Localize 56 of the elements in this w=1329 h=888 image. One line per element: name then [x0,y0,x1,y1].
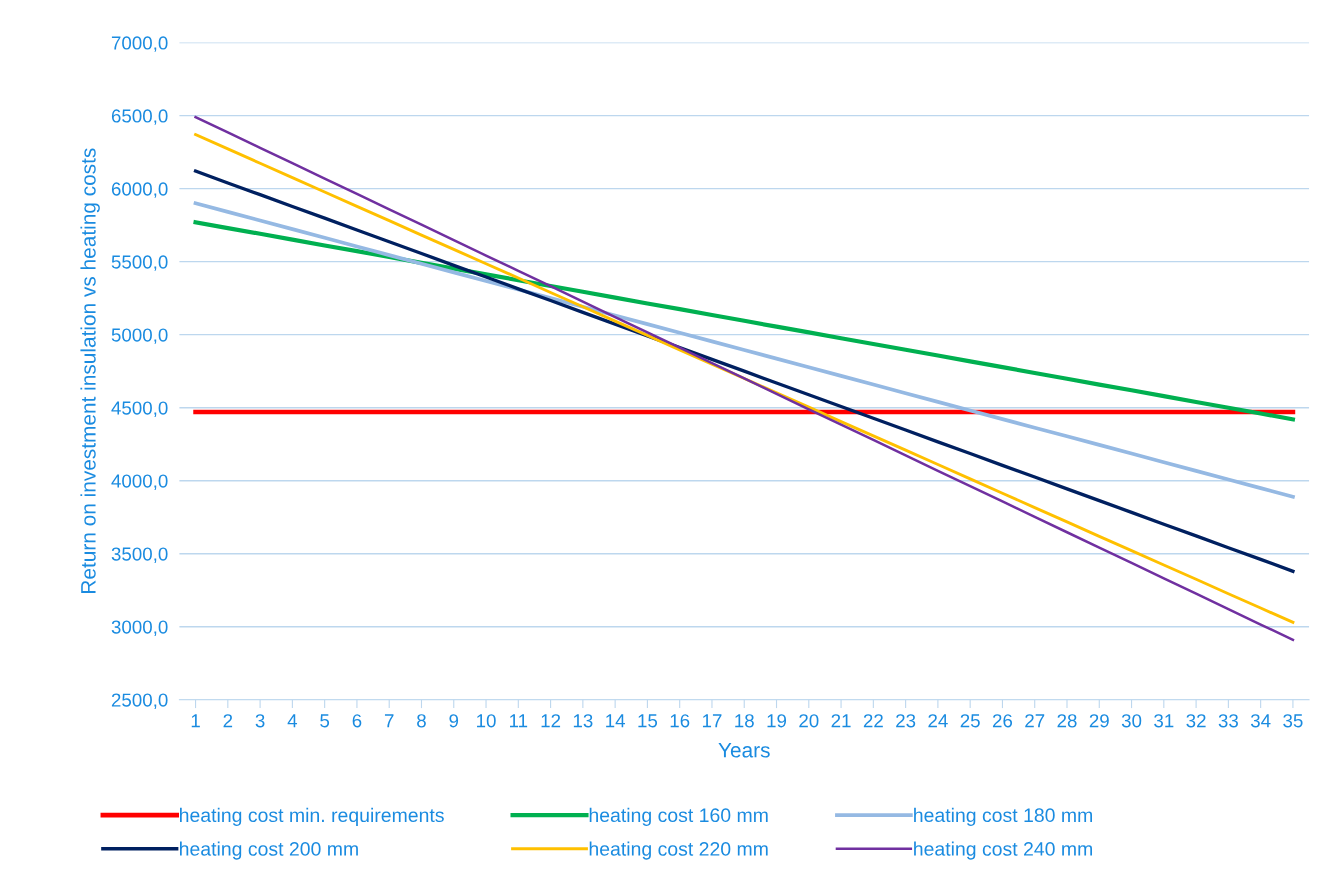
x-tick-label: 4 [287,714,298,728]
x-tick-label: 22 [863,714,883,728]
x-tick-label: 3 [255,714,265,728]
line-series [193,169,1295,573]
x-tick-label: 11 [510,714,528,728]
x-tick-label: 5 [320,714,330,728]
line-series [193,201,1295,499]
x-tick-label: 33 [1218,714,1238,728]
x-tick-label: 19 [767,714,787,728]
x-tick-label: 34 [1250,714,1271,728]
legend-label: heating cost 200 mm [180,841,358,860]
x-axis-title: Years [718,742,770,758]
x-tick-label: 6 [352,714,362,728]
x-tick-label: 10 [477,714,496,728]
x-tick-label: 26 [992,714,1013,728]
x-tick-label: 32 [1186,714,1206,728]
y-tick-label: 4500,0 [111,401,168,417]
legend-label: heating cost 160 mm [589,807,768,826]
x-tick-label: 27 [1025,714,1045,728]
x-tick-label: 28 [1057,714,1077,728]
x-tick-label: 1 [191,714,200,728]
y-tick-label: 4000,0 [111,474,168,490]
x-tick-label: 35 [1283,714,1303,728]
y-tick-label: 5000,0 [111,328,168,344]
x-tick-label: 9 [449,714,459,728]
x-tick-label: 12 [541,714,561,728]
legend-label: heating cost 240 mm [914,841,1092,860]
legend-label: heating cost 220 mm [589,841,768,860]
x-tick-label: 8 [417,714,426,728]
y-tick-label: 6000,0 [111,182,168,198]
x-tick-label: 7 [384,714,394,728]
x-tick-label: 31 [1154,714,1174,728]
y-tick-label: 2500,0 [111,693,168,709]
x-tick-label: 21 [831,714,851,728]
x-tick-label: 29 [1089,714,1109,728]
x-tick-label: 23 [896,714,916,728]
x-tick-label: 13 [573,714,593,728]
x-tick-label: 16 [670,714,690,728]
x-tick-label: 17 [702,714,722,728]
y-tick-label: 7000,0 [111,36,168,52]
x-tick-label: 25 [960,714,980,728]
x-tick-label: 24 [928,714,948,728]
y-tick-label: 3500,0 [111,547,168,563]
y-axis-title: Return on investment insulation vs heating costs [80,148,100,593]
legend-label: heating cost 180 mm [914,807,1092,826]
y-tick-label: 5500,0 [111,255,168,271]
x-tick-label: 15 [638,714,658,728]
line-series [193,220,1296,422]
x-tick-label: 14 [606,714,626,728]
legend-label: heating cost min. requirements [180,807,444,826]
x-tick-label: 18 [735,714,754,728]
x-tick-label: 20 [799,714,819,728]
x-tick-label: 30 [1121,714,1142,728]
y-tick-label: 6500,0 [111,109,168,125]
x-tick-label: 2 [223,714,233,728]
y-tick-label: 3000,0 [111,620,168,636]
